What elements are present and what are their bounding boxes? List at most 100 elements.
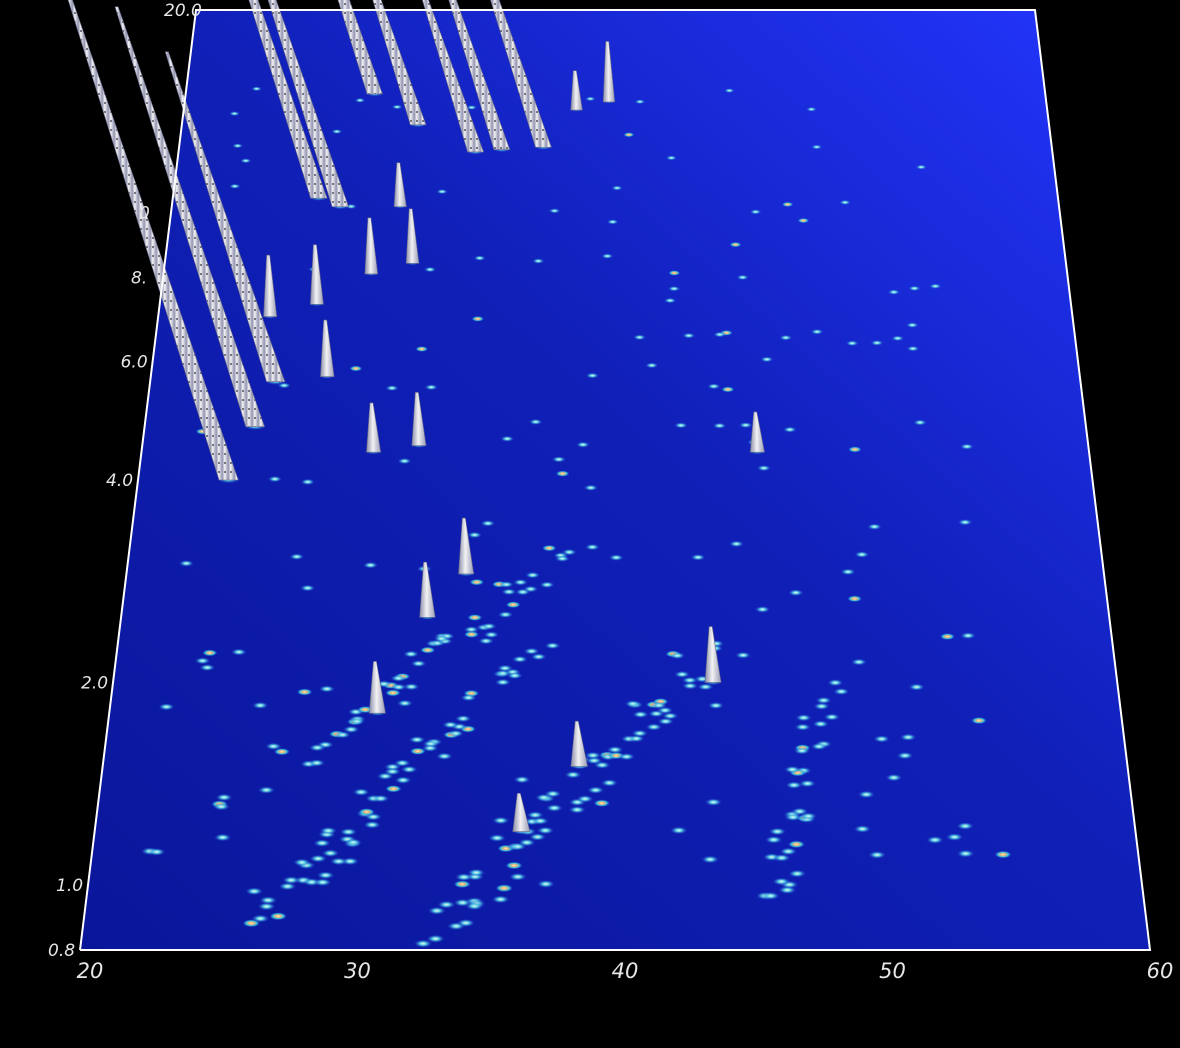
peak-blob [410,660,427,668]
peak-blob [957,519,973,526]
tall-peak [372,0,427,126]
peak-blob [794,723,811,731]
peak-blob [544,642,561,650]
peak-blob [939,633,956,640]
y-tick-label: 20.0 [164,1,202,21]
peak-blob [409,747,426,755]
peak [366,402,382,453]
peak-blob [900,733,917,741]
peak-blob [799,779,816,788]
peak-blob [316,871,335,880]
peak-blob [946,833,964,841]
peak-blob [194,657,211,665]
peak [512,793,531,832]
peak-blob [811,144,823,150]
peak-blob [583,484,598,491]
peak-blob [313,878,332,887]
y-tick-label: 8. [131,269,147,289]
peak-blob [214,833,232,842]
tall-peak [164,51,286,383]
peak-blob [436,189,448,195]
peak-blob [344,838,362,847]
peak-blob [419,646,436,654]
peak-blob [827,679,844,687]
peak [570,70,583,111]
peak-blob [319,826,337,835]
y-tick-label: 2.0 [81,673,108,693]
peak-blob [385,689,401,697]
peak-spikes [67,0,766,835]
peak-blob [463,626,479,633]
peak-blob [738,422,753,429]
peak-blob [867,523,882,530]
peak-blob [525,571,541,579]
peak-blob [453,880,471,889]
peak-blob [631,729,648,737]
peak-blob [481,622,497,630]
peak-blob [348,717,365,725]
peak-blob [768,827,786,836]
peak-blob [231,648,247,656]
peak-blob [539,581,555,589]
peak-blob [526,811,544,819]
x-tick-label: 50 [879,959,906,983]
peak-blob [674,422,688,429]
peak-blob [812,720,829,728]
peak-blob [670,826,688,835]
peak-blob [761,891,780,900]
peak-blob [813,702,830,710]
peak-blob [994,850,1012,859]
peak-blob [674,670,690,678]
peak-blob [390,683,407,691]
peak-blob [623,132,635,138]
peak-blob [754,606,771,613]
peak-blob [624,700,641,708]
peak-blob [561,548,577,556]
peak-blob [873,735,890,743]
peak-blob [593,761,611,769]
peak-blob [426,934,445,943]
peak-blob [391,104,403,110]
peak-blob [330,857,348,866]
peak-blob [847,595,863,603]
peak-blob [414,939,433,948]
peak [368,661,386,714]
peak-blob [213,802,230,811]
surface-plane [80,10,1150,950]
peak-blob [853,825,871,833]
peak-blob [354,97,366,103]
peak-blob [765,835,783,844]
peak-blob [403,650,419,658]
peak-blob [778,886,797,894]
peak-blob [415,346,429,352]
peak-blob [908,285,921,292]
peak-blob [618,753,635,761]
peak [263,254,278,317]
peak-blob [632,710,649,719]
peak-blob [465,902,484,911]
peak-blob [385,385,399,392]
peak-blob [259,896,277,905]
x-tick-label: 60 [1147,959,1174,983]
peak-blob [913,419,927,426]
peak-blob [815,696,832,704]
peak-blob [384,767,401,776]
tall-peak [422,0,484,153]
peak-blob [251,914,270,923]
surface-frame [79,9,1152,951]
peak-blob [401,765,418,774]
peak-blob [929,283,942,289]
peak-blob [433,635,450,643]
peak-blob [854,551,870,558]
peak-blob [668,270,681,276]
peak-blob [536,826,554,835]
peak-blob [488,834,506,842]
peak-blob [663,297,677,304]
peak-blob [779,334,793,341]
peak-blob [839,199,851,205]
peak-blob [531,817,549,825]
y-tick-label: 1.0 [56,876,83,896]
peak-blob [293,858,311,867]
peak-blob [308,759,325,767]
peak-blob [529,833,547,841]
